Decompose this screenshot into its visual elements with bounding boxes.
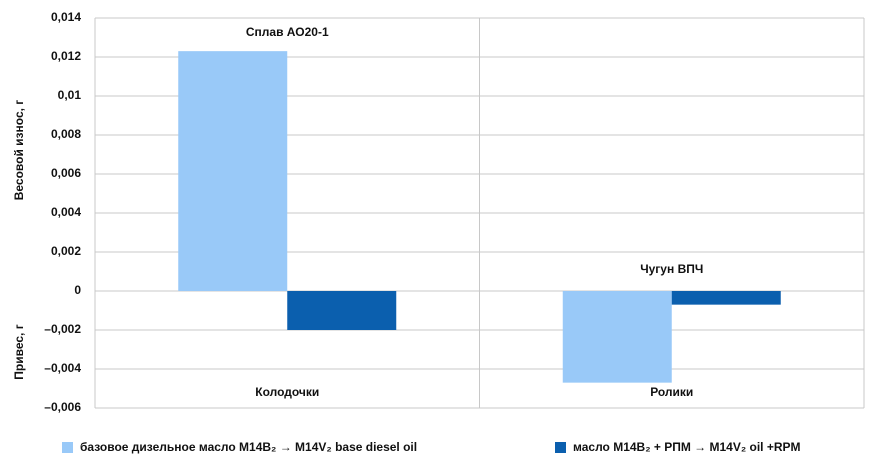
y-tick-label: 0: [74, 283, 81, 297]
y-tick-label: –0,006: [44, 400, 81, 414]
y-tick-label: 0,014: [51, 10, 81, 24]
bar: [287, 291, 397, 330]
x-tick-label: Колодочки: [255, 385, 319, 399]
y-tick-label: 0,002: [51, 244, 81, 258]
bar: [178, 51, 288, 292]
y-tick-label: 0,006: [51, 166, 81, 180]
y-tick-label: 0,004: [51, 205, 81, 219]
y-tick-label: 0,012: [51, 49, 81, 63]
legend-label: масло М14В₂ + РПМ → М14V₂ oil +RPM: [573, 440, 801, 454]
bar: [671, 291, 781, 305]
annotation: Сплав АО20-1: [246, 25, 329, 39]
annotation: Чугун ВПЧ: [640, 262, 703, 276]
legend-swatch: [555, 442, 566, 453]
legend-swatch: [62, 442, 73, 453]
bar: [562, 291, 672, 383]
y-tick-label: –0,004: [44, 361, 81, 375]
legend-label: базовое дизельное масло М14В₂ → М14V₂ ba…: [80, 440, 417, 454]
x-tick-label: Ролики: [650, 385, 693, 399]
y-tick-label: –0,002: [44, 322, 81, 336]
y-tick-label: 0,01: [58, 88, 82, 102]
y-axis-label: Весовой износ, г: [12, 100, 26, 201]
y-axis-label: Привес, г: [12, 324, 26, 379]
y-tick-label: 0,008: [51, 127, 81, 141]
